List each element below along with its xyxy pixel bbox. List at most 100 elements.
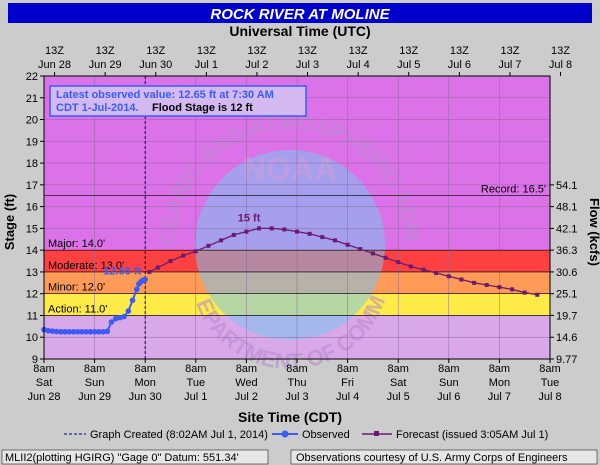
x-tick-date: Jun 30 [129, 391, 162, 403]
forecast-point [147, 269, 152, 274]
observed-point [83, 328, 89, 335]
top-tick-date: Jul 4 [347, 59, 370, 71]
top-tick-time: 13Z [146, 45, 165, 57]
y-tick-label: 15 [26, 223, 38, 235]
y-tick-label: 14 [26, 245, 38, 257]
forecast-point [244, 229, 249, 234]
forecast-point [396, 260, 401, 265]
y2-tick-label: 54.1 [556, 180, 577, 192]
forecast-point [219, 238, 224, 243]
observed-point [62, 328, 68, 335]
threshold-label: Minor: 12.0' [48, 282, 105, 294]
observed-point [66, 328, 73, 335]
x-tick-day: Tue [541, 377, 560, 389]
forecast-point [231, 232, 236, 237]
y-tick-label: 12 [26, 289, 38, 301]
observed-label: 12.66 ft [103, 265, 141, 277]
y2-tick-label: 48.1 [556, 202, 577, 214]
x-tick-time: 8am [438, 363, 459, 375]
y-axis-title: Stage (ft) [2, 194, 17, 250]
x-tick-time: 8am [185, 363, 206, 375]
x-tick-time: 8am [489, 363, 510, 375]
y-tick-label: 10 [26, 332, 38, 344]
forecast-point [522, 290, 527, 295]
top-tick-date: Jul 3 [296, 59, 319, 71]
forecast-point [370, 251, 375, 256]
x-tick-date: Jul 6 [437, 391, 460, 403]
forecast-point [257, 226, 262, 231]
observed-point [129, 297, 136, 304]
observed-point [53, 328, 60, 335]
x-tick-date: Jul 5 [387, 391, 410, 403]
legend-forecast-marker [374, 431, 379, 436]
info-line2b: Flood Stage is 12 ft [152, 102, 253, 114]
threshold-labels: Action: 11.0' Minor: 12.0' Moderate: 13.0'… [44, 184, 550, 316]
y-tick-label: 22 [26, 71, 38, 83]
info-line2a: CDT 1-Jul-2014. [56, 102, 139, 114]
observed-point [96, 328, 102, 335]
x-tick-time: 8am [134, 363, 155, 375]
x-tick-date: Jul 2 [235, 391, 258, 403]
forecast-point [168, 259, 173, 264]
x-tick-time: 8am [33, 363, 54, 375]
forecast-point [181, 253, 186, 258]
top-tick-time: 13Z [197, 45, 216, 57]
y2-tick-label: 30.6 [556, 267, 577, 279]
forecast-point [434, 271, 439, 276]
x-tick-day: Sat [36, 377, 53, 389]
x-tick-time: 8am [236, 363, 257, 375]
y-tick-label: 19 [26, 136, 38, 148]
forecast-point [282, 227, 287, 232]
top-tick-date: Jul 8 [549, 59, 572, 71]
y2-tick-label: 25.1 [556, 289, 577, 301]
y-tick-label: 17 [26, 180, 38, 192]
forecast-point [206, 243, 211, 248]
axes: 9 10 11 12 13 14 15 16 17 18 19 20 21 22 9.77 14.6 19.7 2… [26, 45, 578, 403]
x-tick-time: 8am [539, 363, 560, 375]
top-tick-time: 13Z [298, 45, 317, 57]
latest-value-box: Latest observed value: 12.65 ft at 7:30 … [49, 85, 307, 117]
threshold-label: Moderate: 13.0' [48, 260, 124, 272]
observed-point [70, 328, 77, 335]
chart-title: ROCK RIVER AT MOLINE [210, 6, 390, 23]
top-tick-date: Jul 2 [245, 59, 268, 71]
forecast-point [535, 292, 540, 297]
legend-forecast: Forecast (issued 3:05AM Jul 1) [396, 429, 548, 441]
top-tick-time: 13Z [500, 45, 519, 57]
top-tick-date: Jul 5 [397, 59, 420, 71]
observed-point [142, 276, 148, 283]
observed-point [49, 328, 56, 334]
x-tick-date: Jul 7 [488, 391, 511, 403]
bottom-axis-title: Site Time (CDT) [238, 409, 342, 425]
forecast-point [307, 231, 312, 236]
watermark-center-text: NOAA [243, 151, 337, 187]
forecast-point [332, 238, 337, 243]
x-tick-day: Sat [390, 377, 407, 389]
legend-created: Graph Created (8:02AM Jul 1, 2014) [90, 429, 268, 441]
top-tick-time: 13Z [349, 45, 368, 57]
y-tick-label: 13 [26, 267, 38, 279]
observed-point [100, 328, 106, 335]
info-line1: Latest observed value: 12.65 ft at 7:30 … [56, 89, 274, 101]
x-tick-day: Mon [489, 377, 510, 389]
info-box-frame [49, 85, 307, 117]
observed-point [108, 319, 115, 325]
forecast-line [149, 227, 538, 296]
y-tick-label: 21 [26, 93, 38, 105]
x-tick-time: 8am [84, 363, 105, 375]
y-tick-label: 11 [27, 310, 38, 322]
y-tick-label: 9 [32, 354, 38, 366]
y2-tick-label: 42.1 [556, 223, 577, 235]
footer-credit: Observations courtesy of U.S. Army Corps… [296, 452, 568, 464]
forecast-point [408, 264, 413, 269]
threshold-label: Major: 14.0' [48, 238, 105, 250]
forecast-peak-label: 15 ft [238, 212, 261, 224]
x-tick-date: Jul 1 [184, 391, 207, 403]
top-tick-time: 13Z [450, 45, 469, 57]
observed-point [104, 328, 111, 335]
top-axis-title: Universal Time (UTC) [229, 23, 370, 39]
forecast-point [295, 229, 299, 234]
x-tick-date: Jun 29 [78, 391, 111, 403]
y2-axis-title: Flow (kcfs) [587, 198, 600, 266]
